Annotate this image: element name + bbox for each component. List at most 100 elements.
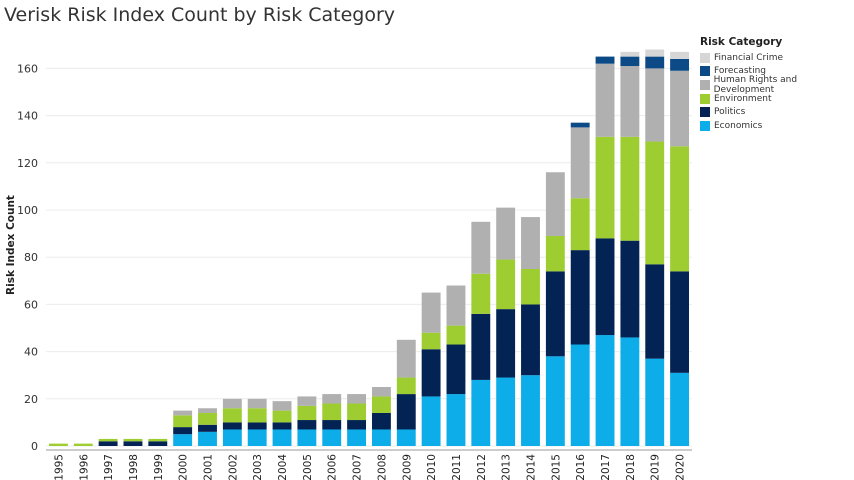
bar-segment xyxy=(421,396,441,446)
bar-segment xyxy=(272,401,292,411)
x-tick-label: 1998 xyxy=(128,454,140,480)
bar-segment xyxy=(297,420,317,430)
bar-segment xyxy=(297,405,317,421)
bar-segment xyxy=(272,429,292,446)
y-tick-label: 40 xyxy=(24,346,38,359)
bar-segment xyxy=(645,68,665,142)
bar-segment xyxy=(545,356,565,446)
x-tick-label: 2000 xyxy=(178,454,190,480)
bar-segment xyxy=(173,434,193,446)
y-tick-label: 120 xyxy=(17,157,38,170)
bar-segment xyxy=(421,292,441,333)
bar-segment xyxy=(396,429,416,446)
bar-segment xyxy=(446,394,466,446)
y-tick-label: 100 xyxy=(17,204,38,217)
legend-label: Politics xyxy=(714,107,746,118)
bar-segment xyxy=(595,56,615,64)
x-tick-label: 2003 xyxy=(252,454,264,480)
bar-segment xyxy=(620,136,640,241)
x-tick-label: 2015 xyxy=(550,454,562,480)
y-tick-label: 160 xyxy=(17,62,38,75)
x-tick-label: 1997 xyxy=(103,454,115,480)
x-tick-label: 1999 xyxy=(153,454,165,480)
bar-segment xyxy=(347,394,367,404)
bar-segment xyxy=(620,240,640,338)
bar-segment xyxy=(521,217,540,269)
x-tick-label: 2016 xyxy=(575,454,587,480)
bar-segment xyxy=(247,422,267,430)
x-tick-label: 2006 xyxy=(327,454,339,480)
bar-segment xyxy=(446,325,466,345)
x-tick-label: 1996 xyxy=(78,454,90,480)
bar-segment xyxy=(521,375,540,446)
bar-segment xyxy=(396,339,416,378)
bar-segment xyxy=(371,387,391,397)
bar-segment xyxy=(98,438,118,442)
legend-swatch xyxy=(700,120,710,131)
bar-segment xyxy=(670,51,690,59)
x-tick-label: 2002 xyxy=(227,454,239,480)
bar-segment xyxy=(371,429,391,446)
bar-segment xyxy=(322,429,342,446)
bar-segment xyxy=(173,415,193,428)
gridlines xyxy=(46,67,692,447)
x-tick-label: 2020 xyxy=(675,454,687,480)
bar-segment xyxy=(371,412,391,430)
bar-segment xyxy=(272,410,292,423)
legend-item: Economics xyxy=(700,119,854,133)
bar-segment xyxy=(670,70,690,147)
bar-segment xyxy=(198,412,217,425)
bar-segment xyxy=(347,429,367,446)
x-tick-label: 2014 xyxy=(526,454,538,480)
bar-segment xyxy=(620,337,640,446)
y-tick-label: 20 xyxy=(24,393,38,406)
bars xyxy=(48,49,690,446)
bar-segment xyxy=(347,403,367,421)
x-tick-label: 2010 xyxy=(426,454,438,480)
bar-segment xyxy=(222,408,242,423)
x-tick-label: 2011 xyxy=(451,454,463,480)
legend-label: Economics xyxy=(714,120,763,131)
bar-segment xyxy=(421,349,441,397)
x-tick-label: 2007 xyxy=(352,454,364,480)
bar-segment xyxy=(396,377,416,395)
bar-segment xyxy=(222,422,242,430)
bar-segment xyxy=(396,394,416,430)
bar-segment xyxy=(570,198,590,251)
y-axis-label: Risk Index Count xyxy=(5,195,17,295)
bar-segment xyxy=(496,309,516,378)
legend-label: Forecasting xyxy=(714,66,767,77)
x-tick-label: 2005 xyxy=(302,454,314,480)
bar-segment xyxy=(645,56,665,69)
chart-title: Verisk Risk Index Count by Risk Category xyxy=(4,4,396,26)
bar-segment xyxy=(247,429,267,446)
bar-segment xyxy=(521,269,540,305)
legend-item: Forecasting xyxy=(700,65,854,79)
bar-segment xyxy=(471,221,491,274)
bar-segment xyxy=(670,58,690,71)
bar-segment xyxy=(570,122,590,128)
bar-segment xyxy=(645,264,665,359)
bar-segment xyxy=(173,427,193,435)
axes: 0 20 40 60 80 100 120 140 160 1995 1996 1997 1998 199… xyxy=(17,62,692,480)
bar-segment xyxy=(173,410,193,416)
legend-label: Environment xyxy=(714,93,772,104)
bar-segment xyxy=(620,56,640,67)
x-tick-label: 2019 xyxy=(650,454,662,480)
bar-segment xyxy=(322,420,342,430)
legend-label: Financial Crime xyxy=(714,52,784,63)
bar-segment xyxy=(148,441,168,446)
bar-segment xyxy=(98,441,118,446)
bar-segment xyxy=(521,304,540,376)
x-tick-label: 1995 xyxy=(53,454,65,480)
bar-segment xyxy=(123,438,143,442)
bar-segment xyxy=(272,422,292,430)
legend-item: Financial Crime xyxy=(700,51,854,65)
bar-segment xyxy=(670,372,690,446)
legend-label: Human Rights and Development xyxy=(713,74,798,95)
x-tick-label: 2009 xyxy=(401,454,413,480)
y-tick-label: 60 xyxy=(24,298,38,311)
bar-segment xyxy=(595,238,615,336)
bar-segment xyxy=(371,396,391,413)
